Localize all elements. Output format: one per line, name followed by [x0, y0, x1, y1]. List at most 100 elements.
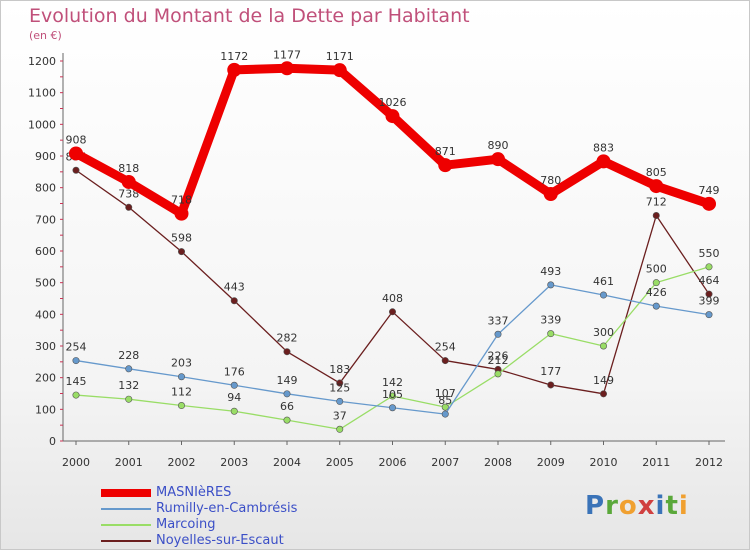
chart-title: Evolution du Montant de la Dette par Hab… — [29, 5, 470, 27]
legend-label: Rumilly-en-Cambrésis — [156, 501, 298, 516]
data-label: 550 — [699, 247, 720, 260]
data-point — [69, 146, 83, 161]
data-point — [547, 330, 555, 338]
data-point — [652, 279, 660, 287]
data-label: 254 — [435, 341, 456, 354]
data-label: 176 — [224, 365, 245, 378]
data-point — [547, 381, 555, 389]
data-label: 282 — [277, 332, 298, 345]
data-label: 149 — [277, 374, 298, 387]
data-label: 464 — [699, 274, 720, 287]
data-point — [705, 311, 713, 319]
x-tick-label: 2007 — [431, 456, 459, 469]
data-point — [649, 179, 664, 194]
data-point — [491, 152, 505, 167]
data-label: 66 — [280, 400, 294, 413]
data-point — [599, 390, 607, 398]
data-label: 107 — [435, 387, 456, 400]
data-label: 1026 — [379, 96, 407, 109]
data-point — [283, 416, 291, 424]
data-point — [441, 403, 449, 411]
data-point — [385, 109, 400, 124]
x-tick-label: 2006 — [379, 456, 407, 469]
data-point — [438, 158, 453, 173]
legend-label: MASNIèRES — [156, 485, 232, 500]
data-point — [121, 174, 136, 189]
data-point — [705, 290, 713, 298]
data-label: 408 — [382, 292, 403, 305]
x-tick-label: 2011 — [642, 456, 670, 469]
data-point — [178, 402, 186, 410]
data-label: 749 — [699, 184, 720, 197]
data-label: 890 — [488, 139, 509, 152]
data-point — [230, 407, 238, 415]
x-tick-label: 2008 — [484, 456, 512, 469]
y-tick-label: 200 — [35, 372, 56, 385]
x-tick-label: 2004 — [273, 456, 301, 469]
y-tick-label: 300 — [35, 340, 56, 353]
data-label: 132 — [118, 379, 139, 392]
data-label: 125 — [329, 381, 350, 394]
data-point — [72, 357, 80, 365]
data-point — [227, 62, 242, 77]
data-label: 712 — [646, 196, 667, 209]
y-tick-label: 1200 — [28, 55, 56, 68]
data-label: 300 — [593, 326, 614, 339]
data-label: 443 — [224, 281, 245, 294]
data-label: 461 — [593, 275, 614, 288]
legend-swatch — [101, 489, 151, 497]
x-tick-label: 2003 — [220, 456, 248, 469]
data-label: 177 — [540, 365, 561, 378]
data-point — [652, 212, 660, 220]
data-point — [280, 61, 294, 76]
y-tick-label: 1000 — [28, 118, 56, 131]
data-label: 1172 — [220, 50, 248, 63]
legend-label: Marcoing — [156, 517, 216, 532]
data-point — [441, 357, 449, 365]
data-point — [388, 308, 396, 316]
y-tick-label: 500 — [35, 277, 56, 290]
data-point — [596, 154, 611, 169]
x-tick-label: 2002 — [168, 456, 196, 469]
data-label: 493 — [540, 265, 561, 278]
data-label: 94 — [227, 391, 241, 404]
data-point — [283, 348, 291, 356]
data-point — [494, 370, 502, 378]
y-tick-label: 0 — [49, 435, 56, 448]
data-label: 337 — [488, 314, 509, 327]
data-label: 426 — [646, 286, 667, 299]
data-label: 500 — [646, 263, 667, 276]
data-label: 183 — [329, 363, 350, 376]
data-label: 1171 — [326, 50, 354, 63]
data-label: 203 — [171, 357, 192, 370]
data-point — [388, 404, 396, 412]
data-label: 1177 — [273, 48, 301, 61]
data-label: 105 — [382, 388, 403, 401]
legend-swatch — [101, 540, 151, 542]
data-point — [599, 342, 607, 350]
data-label: 145 — [66, 375, 87, 388]
x-tick-label: 2012 — [695, 456, 723, 469]
data-point — [283, 390, 291, 398]
data-point — [652, 302, 660, 310]
data-point — [230, 297, 238, 305]
data-point — [336, 397, 344, 405]
data-label: 112 — [171, 386, 192, 399]
data-point — [178, 248, 186, 256]
data-point — [332, 63, 347, 78]
legend-swatch — [101, 524, 151, 526]
data-point — [178, 373, 186, 381]
x-tick-label: 2001 — [115, 456, 143, 469]
x-tick-label: 2000 — [62, 456, 90, 469]
data-point — [336, 379, 344, 387]
data-point — [336, 425, 344, 433]
data-label: 718 — [171, 194, 192, 207]
data-label: 149 — [593, 374, 614, 387]
data-label: 780 — [540, 174, 561, 187]
data-label: 738 — [118, 187, 139, 200]
data-point — [543, 187, 558, 201]
series-line — [71, 63, 714, 219]
data-label: 883 — [593, 141, 614, 154]
